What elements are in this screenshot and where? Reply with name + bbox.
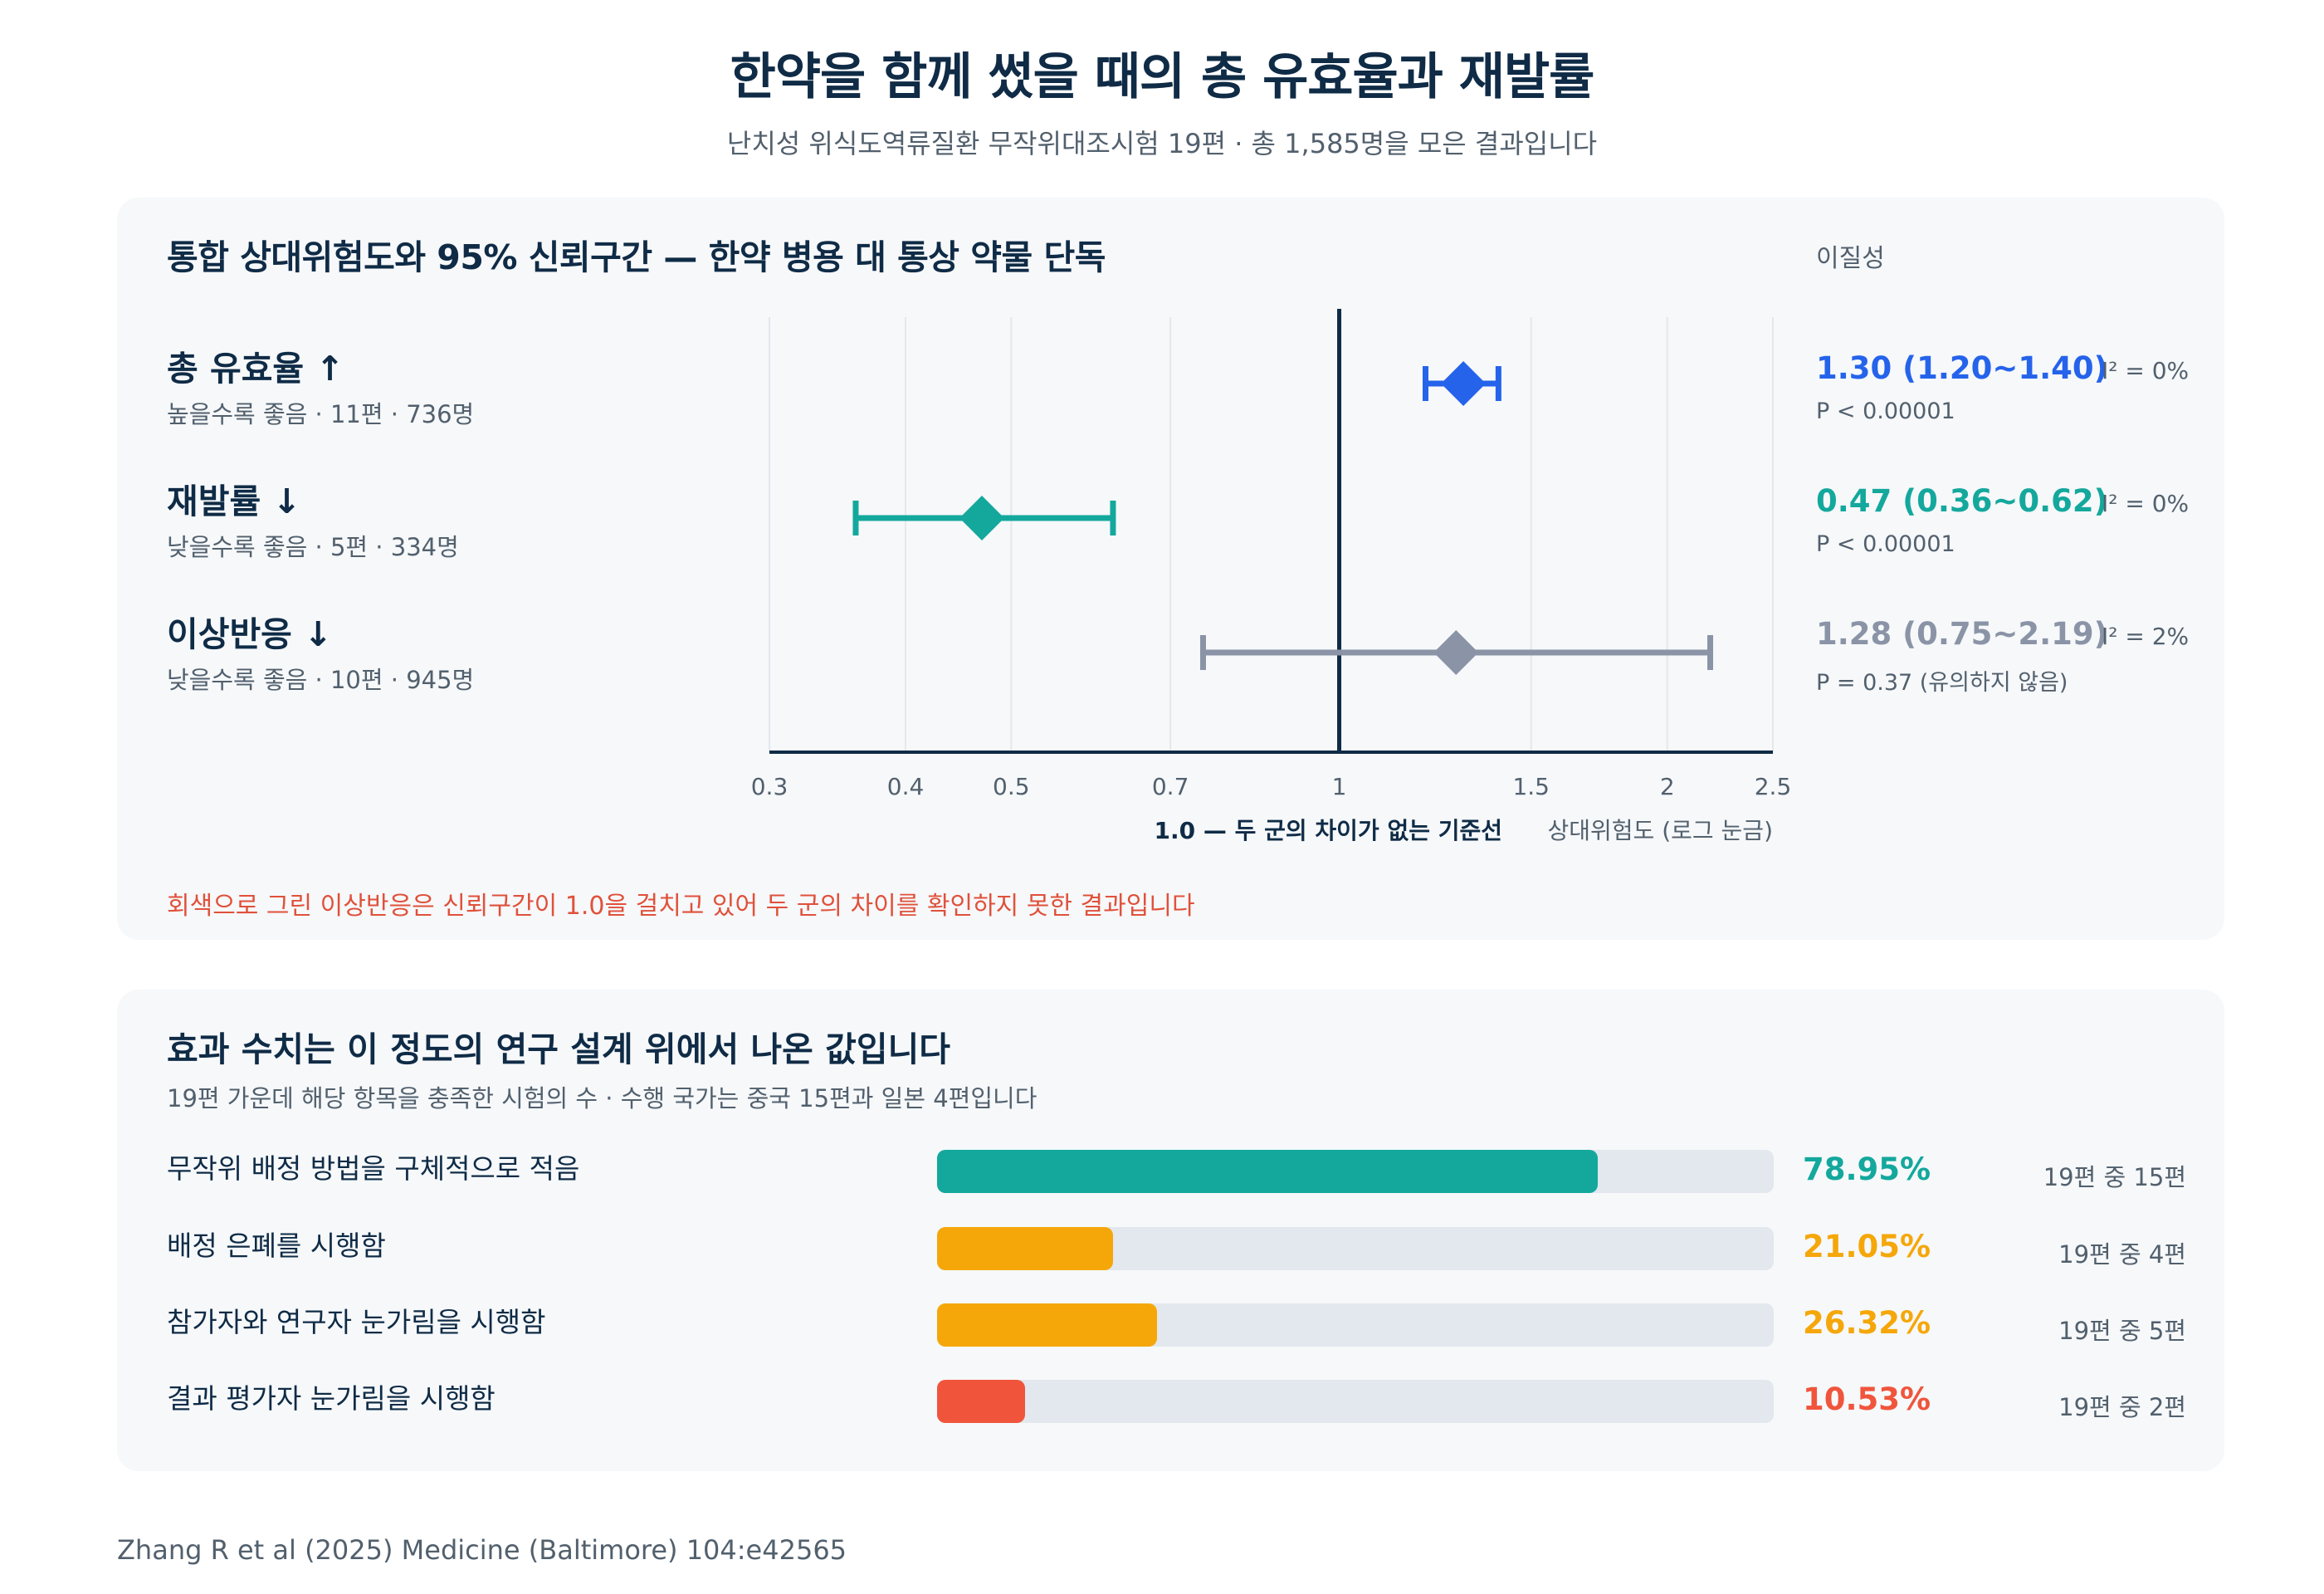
outcome-label-efficacy: 총 유효율 ↑ xyxy=(167,349,344,389)
forest-card-title: 통합 상대위험도와 95% 신뢰구간 — 한약 병용 대 통상 약물 단독 xyxy=(167,237,1106,277)
rr-value-efficacy: 1.30 (1.20~1.40) xyxy=(1816,350,2108,386)
bar-track-1 xyxy=(937,1227,1774,1270)
bar-fill-3 xyxy=(937,1380,1026,1423)
bar-count-2: 19편 중 5편 xyxy=(2058,1317,2186,1345)
bar-count-1: 19편 중 4편 xyxy=(2058,1240,2186,1269)
outcome-sub-adverse: 낮을수록 좋음 · 10편 · 945명 xyxy=(167,666,475,694)
bar-value-3: 10.53% xyxy=(1803,1381,1931,1417)
bar-fill-2 xyxy=(937,1303,1158,1347)
bar-track-0 xyxy=(937,1150,1774,1193)
bar-track-2 xyxy=(937,1303,1774,1347)
bar-value-1: 21.05% xyxy=(1803,1229,1931,1264)
outcome-label-adverse: 이상반응 ↓ xyxy=(167,614,333,654)
outcome-sub-relapse: 낮을수록 좋음 · 5편 · 334명 xyxy=(167,533,459,561)
bar-label-1: 배정 은폐를 시행함 xyxy=(167,1230,386,1262)
heterogeneity-header: 이질성 xyxy=(1816,244,1885,273)
bar-fill-0 xyxy=(937,1150,1598,1193)
bar-label-2: 참가자와 연구자 눈가림을 시행함 xyxy=(167,1306,546,1338)
design-card-subtitle: 19편 가운데 해당 항목을 충족한 시험의 수 · 수행 국가는 중국 15편… xyxy=(167,1084,1038,1112)
source-citation: Zhang R et al (2025) Medicine (Baltimore… xyxy=(117,1534,847,1566)
p-value-efficacy: P < 0.00001 xyxy=(1816,398,1955,424)
page-title: 한약을 함께 썼을 때의 총 유효율과 재발률 xyxy=(730,48,1595,106)
bar-value-0: 78.95% xyxy=(1803,1151,1931,1187)
bar-track-3 xyxy=(937,1380,1774,1423)
rr-value-adverse: 1.28 (0.75~2.19) xyxy=(1816,616,2108,652)
p-value-relapse: P < 0.00001 xyxy=(1816,531,1955,557)
i2-efficacy: I² = 0% xyxy=(2102,357,2190,384)
bar-label-3: 결과 평가자 눈가림을 시행함 xyxy=(167,1382,496,1415)
outcome-sub-efficacy: 높을수록 좋음 · 11편 · 736명 xyxy=(167,400,475,428)
forest-plot-card xyxy=(117,198,2224,940)
page-subtitle: 난치성 위식도역류질환 무작위대조시험 19편 · 총 1,585명을 모은 결… xyxy=(726,128,1598,159)
bar-fill-1 xyxy=(937,1227,1114,1270)
outcome-label-relapse: 재발률 ↓ xyxy=(167,482,301,521)
design-card-title: 효과 수치는 이 정도의 연구 설계 위에서 나온 값입니다 xyxy=(167,1029,951,1069)
forest-footnote: 회색으로 그린 이상반응은 신뢰구간이 1.0을 걸치고 있어 두 군의 차이를… xyxy=(167,892,1195,921)
rr-value-relapse: 0.47 (0.36~0.62) xyxy=(1816,483,2108,519)
bar-count-3: 19편 중 2편 xyxy=(2058,1393,2186,1421)
bar-value-2: 26.32% xyxy=(1803,1305,1931,1341)
i2-adverse: I² = 2% xyxy=(2102,623,2190,650)
i2-relapse: I² = 0% xyxy=(2102,490,2190,517)
bar-label-0: 무작위 배정 방법을 구체적으로 적음 xyxy=(167,1152,580,1185)
p-value-adverse: P = 0.37 (유의하지 않음) xyxy=(1816,670,2068,696)
bar-count-0: 19편 중 15편 xyxy=(2043,1163,2186,1191)
